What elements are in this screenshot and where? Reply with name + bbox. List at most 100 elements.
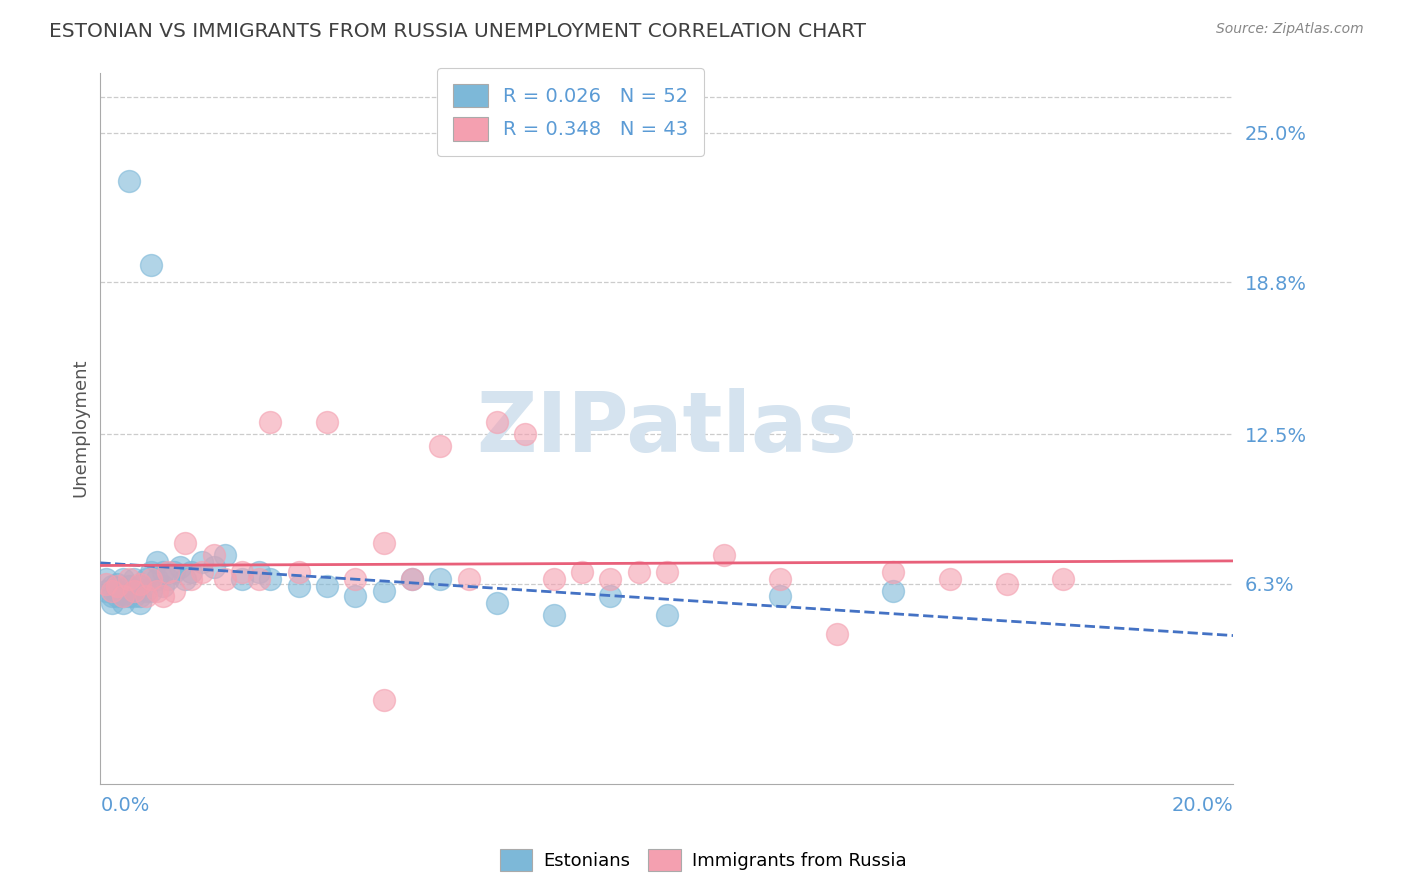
Point (180, 572, 202, 586)
Point (599, 572, 621, 586)
Point (105, 584, 128, 599)
Point (111, 589, 134, 603)
Point (882, 584, 904, 599)
Point (599, 589, 621, 603)
Point (118, 589, 141, 603)
Point (995, 576, 1018, 591)
Point (146, 572, 169, 586)
Point (316, 415, 339, 429)
Point (94, 572, 117, 586)
Point (152, 579, 174, 593)
Point (543, 608, 565, 623)
Point (202, 548, 225, 562)
Point (401, 572, 423, 586)
Text: ZIPatlas: ZIPatlas (477, 388, 858, 468)
Point (769, 589, 792, 603)
Legend: Estonians, Immigrants from Russia: Estonians, Immigrants from Russia (492, 842, 914, 879)
Point (485, 415, 508, 429)
Point (259, 572, 281, 586)
Point (100, 579, 122, 593)
Point (1052, 572, 1074, 586)
Point (429, 572, 451, 586)
Point (157, 572, 180, 586)
Point (135, 589, 157, 603)
Point (373, 692, 395, 706)
Point (457, 572, 479, 586)
Point (655, 565, 678, 579)
Text: ESTONIAN VS IMMIGRANTS FROM RUSSIA UNEMPLOYMENT CORRELATION CHART: ESTONIAN VS IMMIGRANTS FROM RUSSIA UNEMP… (49, 22, 866, 41)
Point (105, 589, 128, 603)
Point (287, 579, 309, 593)
Point (105, 579, 128, 593)
Point (214, 572, 236, 586)
Point (191, 555, 214, 569)
Point (118, 572, 141, 586)
Point (344, 572, 367, 586)
Point (287, 565, 309, 579)
Text: 20.0%: 20.0% (1171, 796, 1233, 815)
Text: Source: ZipAtlas.com: Source: ZipAtlas.com (1216, 22, 1364, 37)
Point (163, 584, 186, 599)
Point (157, 565, 180, 579)
Point (344, 589, 367, 603)
Point (202, 560, 225, 574)
Point (939, 572, 962, 586)
Point (316, 579, 339, 593)
Point (111, 589, 134, 603)
Point (124, 589, 146, 603)
Point (129, 589, 152, 603)
Point (129, 579, 152, 593)
Point (214, 548, 236, 562)
Point (135, 584, 157, 599)
Point (146, 555, 169, 569)
Point (515, 427, 537, 442)
Point (769, 572, 792, 586)
Point (543, 572, 565, 586)
Point (180, 565, 202, 579)
Point (118, 174, 141, 188)
Point (247, 565, 270, 579)
Point (124, 572, 146, 586)
Point (401, 572, 423, 586)
Point (141, 584, 163, 599)
Point (163, 565, 186, 579)
Point (124, 584, 146, 599)
Point (146, 584, 169, 599)
Point (105, 576, 128, 591)
Point (373, 535, 395, 549)
Point (231, 565, 253, 579)
Y-axis label: Unemployment: Unemployment (72, 359, 89, 498)
Point (135, 572, 157, 586)
Point (174, 572, 197, 586)
Point (174, 535, 197, 549)
Point (129, 576, 152, 591)
Point (485, 596, 508, 610)
Point (111, 596, 134, 610)
Point (373, 584, 395, 599)
Point (259, 415, 281, 429)
Point (111, 572, 134, 586)
Point (141, 572, 163, 586)
Point (152, 565, 174, 579)
Point (118, 579, 141, 593)
Point (141, 565, 163, 579)
Point (429, 439, 451, 453)
Point (571, 565, 593, 579)
Point (100, 589, 122, 603)
Point (627, 565, 650, 579)
Text: 0.0%: 0.0% (100, 796, 149, 815)
Point (247, 572, 270, 586)
Point (100, 596, 122, 610)
Point (191, 565, 214, 579)
Point (124, 584, 146, 599)
Point (100, 584, 122, 599)
Point (141, 259, 163, 273)
Point (152, 589, 174, 603)
Point (169, 560, 191, 574)
Point (655, 608, 678, 623)
Point (129, 596, 152, 610)
Point (94, 584, 117, 599)
Point (94, 576, 117, 591)
Point (825, 627, 848, 641)
Point (713, 548, 735, 562)
